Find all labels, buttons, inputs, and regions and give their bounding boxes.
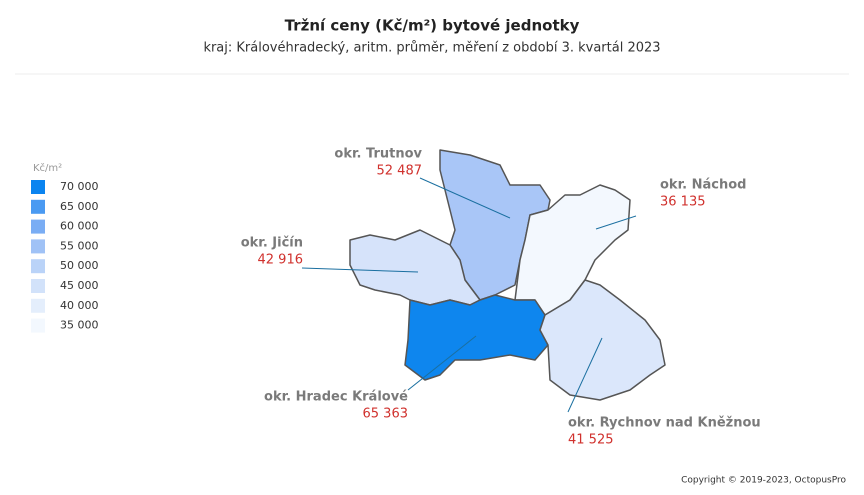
legend-swatch bbox=[31, 180, 45, 194]
district-value: 65 363 bbox=[363, 407, 409, 422]
leader-line bbox=[595, 215, 637, 230]
legend-swatch bbox=[31, 259, 45, 274]
leader-line bbox=[301, 267, 419, 273]
legend-swatch bbox=[31, 219, 45, 234]
district-value: 41 525 bbox=[568, 433, 614, 448]
district bbox=[539, 279, 666, 401]
legend-label: 50 000 bbox=[60, 259, 99, 272]
leader-line bbox=[419, 177, 511, 219]
legend-label: 45 000 bbox=[60, 279, 99, 292]
legend-label: 35 000 bbox=[60, 319, 99, 332]
district-value: 42 916 bbox=[258, 253, 304, 268]
chart-title: Tržní ceny (Kč/m²) bytové jednotky bbox=[285, 17, 580, 35]
district-name: okr. Jičín bbox=[241, 236, 303, 251]
legend-label: 70 000 bbox=[60, 180, 99, 193]
district bbox=[404, 294, 549, 381]
legend-label: 40 000 bbox=[60, 299, 99, 312]
district-name: okr. Trutnov bbox=[334, 147, 422, 162]
legend-label: 65 000 bbox=[60, 200, 99, 213]
district-name: okr. Náchod bbox=[660, 178, 746, 193]
legend-label: 60 000 bbox=[60, 220, 99, 233]
legend-swatch bbox=[31, 298, 45, 313]
legend-label: 55 000 bbox=[60, 239, 99, 252]
district-name: okr. Hradec Králové bbox=[264, 390, 408, 405]
district-name: okr. Rychnov nad Kněžnou bbox=[568, 416, 761, 431]
legend-swatch bbox=[31, 279, 45, 293]
leader-line bbox=[407, 335, 477, 391]
leader-line bbox=[567, 337, 603, 413]
legend-swatch bbox=[31, 199, 45, 214]
legend-swatch bbox=[31, 318, 45, 333]
district-value: 52 487 bbox=[377, 164, 423, 179]
district bbox=[439, 149, 551, 301]
legend-title: Kč/m² bbox=[33, 162, 62, 174]
legend-swatch bbox=[31, 239, 45, 254]
credit: Copyright © 2019-2023, OctopusPro bbox=[681, 476, 846, 486]
chart-subtitle: kraj: Královéhradecký, aritm. průměr, mě… bbox=[203, 41, 660, 56]
district-value: 36 135 bbox=[660, 195, 706, 210]
district bbox=[514, 184, 631, 316]
